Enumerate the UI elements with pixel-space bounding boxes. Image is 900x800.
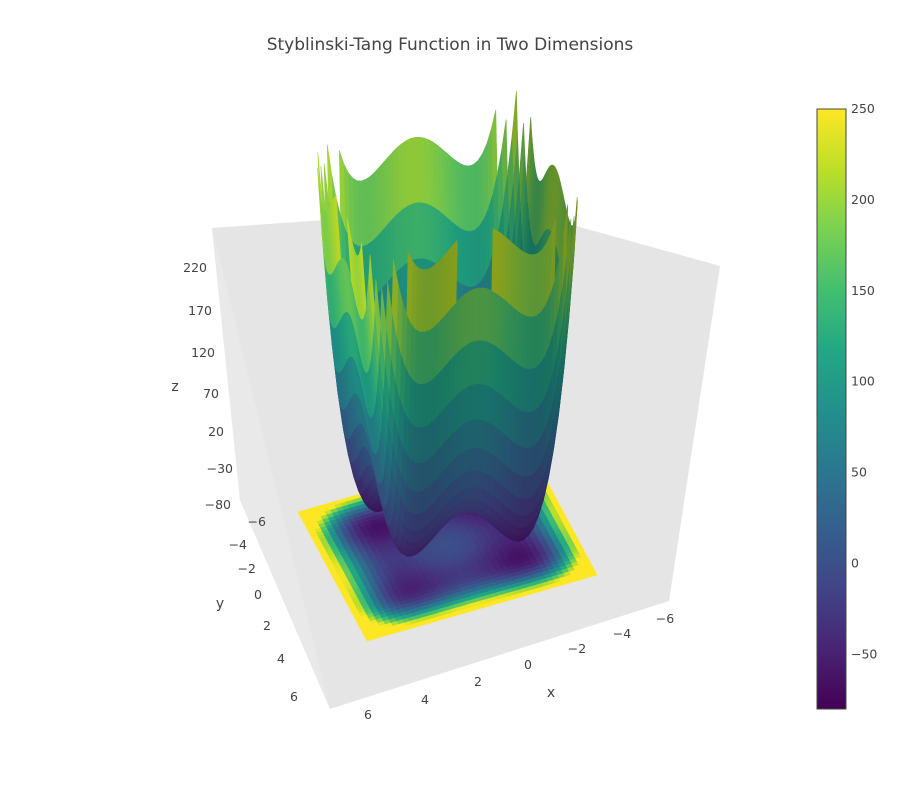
y-axis-label: y — [216, 596, 224, 612]
x-axis-label: x — [547, 685, 555, 701]
surface-cell — [406, 252, 413, 324]
x-tick-label: −4 — [613, 626, 631, 641]
z-tick-label: 170 — [188, 303, 212, 318]
colorbar-tick-label: 150 — [851, 283, 875, 298]
colorbar-tick-label: 200 — [851, 192, 875, 207]
floor-cell — [364, 635, 374, 642]
colorbar-tick-label: 100 — [851, 374, 875, 389]
surface-cell — [491, 228, 498, 294]
colorbar-tick-label: −50 — [851, 647, 877, 662]
surface-cell — [368, 254, 375, 331]
surface-cell — [374, 279, 381, 353]
surface-cell — [380, 288, 387, 362]
x-tick-label: 4 — [421, 692, 429, 707]
x-tick-label: −2 — [568, 641, 586, 656]
z-tick-label: −80 — [205, 497, 231, 512]
y-tick-label: −4 — [229, 537, 247, 552]
y-tick-label: −6 — [248, 514, 266, 529]
surface-cell — [359, 242, 367, 314]
x-tick-label: 6 — [364, 707, 372, 722]
y-tick-label: −2 — [238, 561, 256, 576]
y-tick-label: 0 — [254, 587, 262, 602]
y-tick-label: 6 — [290, 689, 298, 704]
scene-3d — [212, 91, 720, 709]
colorbar-tick-label: 250 — [851, 101, 875, 116]
x-tick-label: 0 — [524, 657, 532, 672]
z-tick-label: 20 — [208, 424, 224, 439]
left-wall — [212, 228, 330, 709]
z-tick-label: 220 — [183, 260, 207, 275]
colorbar-tick-label: 50 — [851, 465, 867, 480]
colorbar-bar — [816, 108, 847, 710]
z-tick-label: 120 — [191, 345, 215, 360]
y-tick-label: 4 — [277, 651, 285, 666]
chart-title: Styblinski-Tang Function in Two Dimensio… — [267, 35, 634, 55]
colorbar: −50 0 50 100 150 200 250 — [816, 101, 877, 710]
x-tick-label: −6 — [656, 611, 674, 626]
surface-cell — [334, 194, 341, 261]
colorbar-tick-label: 0 — [851, 556, 859, 571]
z-axis-label: z — [171, 379, 178, 395]
y-tick-label: 2 — [263, 618, 271, 633]
z-tick-label: 70 — [203, 386, 219, 401]
surface-plot — [317, 91, 578, 557]
z-tick-label: −30 — [207, 461, 233, 476]
surface-cell — [391, 259, 399, 336]
x-tick-label: 2 — [474, 674, 482, 689]
surface-cell — [385, 281, 393, 356]
